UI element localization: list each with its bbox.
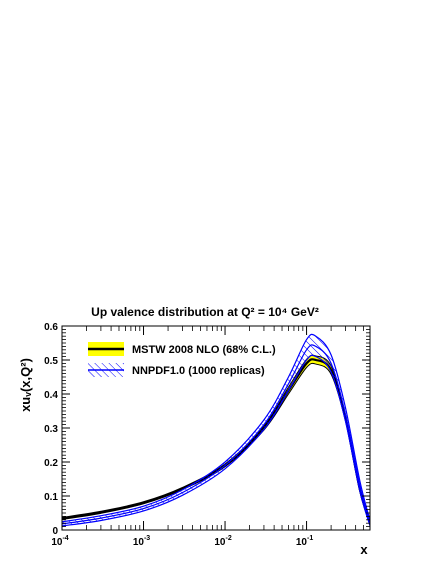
legend-label-nnpdf: NNPDF1.0 (1000 replicas) bbox=[132, 365, 265, 377]
legend-label-mstw: MSTW 2008 NLO (68% C.L.) bbox=[132, 344, 276, 356]
mstw-central-line bbox=[62, 358, 370, 524]
chart-title: Up valence distribution at Q² = 10⁴ GeV² bbox=[91, 305, 319, 319]
mstw-uncertainty-band bbox=[62, 355, 370, 525]
y-axis-label: xuᵥ(x,Q²) bbox=[18, 358, 33, 412]
x-axis-label: x bbox=[360, 542, 368, 557]
y-tick-label: 0.5 bbox=[44, 356, 58, 367]
x-tick-label: 10-4 bbox=[51, 535, 68, 548]
series-nnpdf bbox=[62, 333, 370, 527]
nnpdf-lower-line bbox=[62, 354, 370, 527]
y-tick-label: 0 bbox=[52, 526, 58, 537]
x-tick-label: 10-3 bbox=[133, 535, 150, 548]
y-tick-label: 0.2 bbox=[44, 458, 58, 469]
nnpdf-upper-line bbox=[62, 333, 370, 523]
y-tick-label: 0.6 bbox=[44, 322, 58, 333]
y-tick-label: 0.1 bbox=[44, 492, 58, 503]
nnpdf-central-line bbox=[62, 344, 370, 525]
mstw-upper-line bbox=[62, 354, 370, 523]
x-tick-label: 10-2 bbox=[214, 535, 231, 548]
y-tick-label: 0.4 bbox=[44, 390, 58, 401]
mstw-lower-line bbox=[62, 362, 370, 525]
legend: MSTW 2008 NLO (68% C.L.) NNPDF1.0 (1000 … bbox=[88, 342, 276, 377]
series-mstw bbox=[62, 354, 370, 525]
y-tick-label: 0.3 bbox=[44, 424, 58, 435]
x-tick-label: 10-1 bbox=[296, 535, 313, 548]
